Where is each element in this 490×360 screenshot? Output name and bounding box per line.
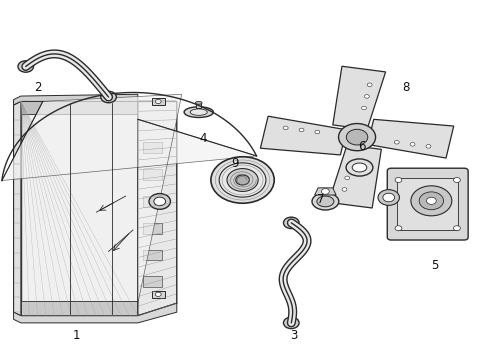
Bar: [196, 103, 201, 108]
Circle shape: [419, 192, 443, 210]
Polygon shape: [333, 66, 386, 129]
Bar: [397, 178, 459, 230]
Ellipse shape: [312, 193, 339, 210]
Text: 6: 6: [358, 140, 366, 153]
Circle shape: [342, 188, 347, 191]
Circle shape: [315, 130, 320, 134]
Bar: [143, 143, 162, 153]
Text: 9: 9: [231, 157, 239, 170]
Circle shape: [347, 165, 352, 168]
Circle shape: [426, 145, 431, 148]
FancyBboxPatch shape: [387, 168, 468, 240]
Text: 3: 3: [290, 329, 297, 342]
Circle shape: [383, 193, 394, 202]
Text: 7: 7: [317, 193, 324, 206]
Circle shape: [299, 128, 304, 132]
Polygon shape: [14, 102, 21, 316]
Ellipse shape: [190, 109, 207, 115]
Circle shape: [18, 61, 33, 72]
Ellipse shape: [352, 163, 367, 172]
Text: 5: 5: [431, 259, 439, 272]
Polygon shape: [138, 102, 177, 316]
Polygon shape: [2, 94, 257, 303]
Polygon shape: [21, 102, 138, 114]
Circle shape: [236, 175, 249, 185]
Circle shape: [284, 317, 299, 329]
Circle shape: [394, 140, 399, 144]
Text: 1: 1: [73, 329, 81, 342]
Circle shape: [227, 168, 258, 192]
Polygon shape: [14, 94, 138, 105]
Circle shape: [395, 177, 402, 183]
Polygon shape: [14, 303, 177, 323]
Bar: [143, 223, 162, 234]
Polygon shape: [21, 301, 138, 316]
Polygon shape: [21, 102, 138, 316]
Circle shape: [378, 190, 399, 205]
Bar: [152, 291, 165, 298]
Polygon shape: [328, 145, 381, 208]
Polygon shape: [315, 188, 336, 195]
Ellipse shape: [346, 159, 373, 176]
Circle shape: [426, 197, 436, 204]
Circle shape: [155, 292, 161, 296]
Circle shape: [346, 129, 368, 145]
Circle shape: [411, 186, 452, 216]
Circle shape: [154, 197, 166, 206]
Bar: [143, 196, 162, 207]
Circle shape: [101, 91, 116, 103]
Bar: [143, 249, 162, 260]
Circle shape: [345, 176, 350, 180]
Circle shape: [155, 99, 161, 104]
Circle shape: [283, 126, 288, 130]
Polygon shape: [260, 116, 346, 155]
Circle shape: [367, 83, 372, 87]
Ellipse shape: [184, 107, 213, 117]
Circle shape: [149, 194, 171, 209]
Circle shape: [219, 163, 266, 197]
Ellipse shape: [196, 102, 202, 104]
Polygon shape: [368, 119, 454, 158]
Bar: [143, 276, 162, 287]
Bar: [152, 98, 165, 105]
Text: 2: 2: [34, 81, 42, 94]
Text: 4: 4: [200, 132, 207, 145]
Circle shape: [410, 143, 415, 146]
Bar: [143, 169, 162, 180]
Circle shape: [454, 226, 460, 231]
Ellipse shape: [317, 196, 334, 207]
Text: 8: 8: [402, 81, 410, 94]
Circle shape: [454, 177, 460, 183]
Circle shape: [321, 189, 329, 194]
Circle shape: [284, 217, 299, 229]
Circle shape: [365, 95, 369, 98]
Circle shape: [211, 157, 274, 203]
Circle shape: [395, 226, 402, 231]
Circle shape: [362, 106, 367, 110]
Circle shape: [339, 123, 375, 151]
